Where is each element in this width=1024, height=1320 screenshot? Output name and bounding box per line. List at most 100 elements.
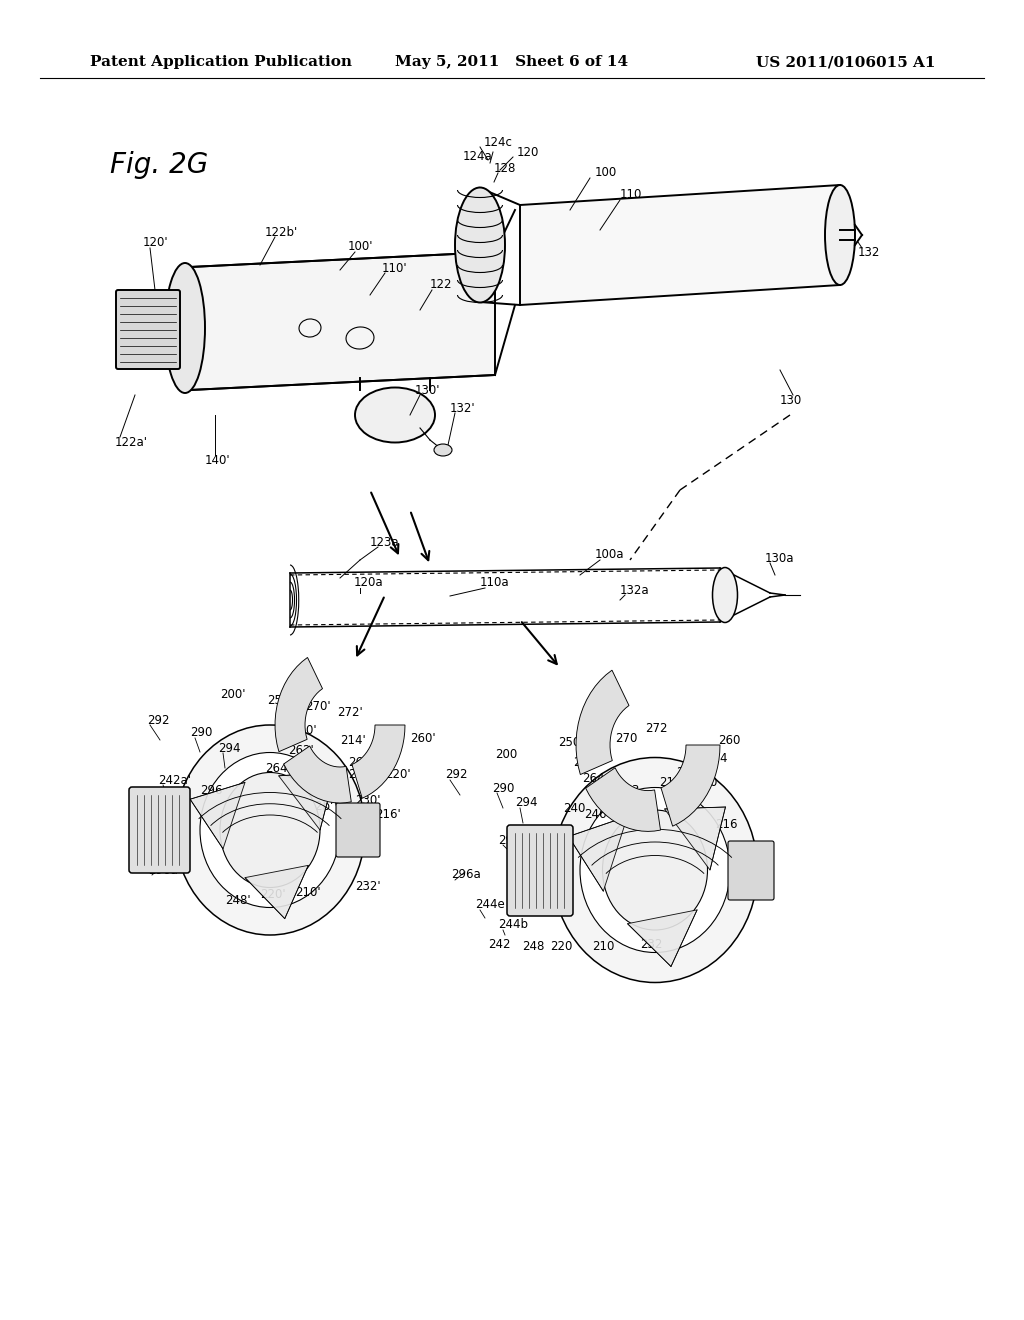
Text: 292: 292 — [445, 768, 468, 781]
Text: 262: 262 — [573, 755, 596, 768]
Ellipse shape — [455, 187, 505, 302]
Text: 264: 264 — [582, 771, 604, 784]
Text: 244e: 244e — [475, 899, 505, 912]
Text: 296a: 296a — [451, 869, 480, 882]
Text: 220': 220' — [260, 888, 286, 902]
Text: 132a: 132a — [620, 583, 649, 597]
Text: 232': 232' — [355, 880, 381, 894]
Ellipse shape — [434, 444, 452, 455]
Text: Patent Application Publication: Patent Application Publication — [90, 55, 352, 69]
Polygon shape — [628, 909, 697, 966]
Text: 132': 132' — [450, 401, 475, 414]
Text: 296a: 296a — [148, 863, 178, 876]
Text: 214': 214' — [340, 734, 366, 747]
Text: 213: 213 — [617, 784, 639, 796]
Ellipse shape — [553, 758, 758, 982]
Ellipse shape — [220, 772, 319, 887]
Text: 292: 292 — [147, 714, 170, 726]
Text: 100': 100' — [348, 240, 374, 253]
Text: 120': 120' — [143, 236, 169, 249]
Text: 290: 290 — [492, 781, 514, 795]
Polygon shape — [662, 744, 720, 826]
Text: May 5, 2011   Sheet 6 of 14: May 5, 2011 Sheet 6 of 14 — [395, 55, 629, 69]
Polygon shape — [665, 807, 725, 870]
Text: 244b: 244b — [498, 919, 528, 932]
Text: 242a': 242a' — [158, 774, 191, 787]
Text: 242b': 242b' — [300, 800, 333, 813]
Text: 270: 270 — [615, 731, 637, 744]
Text: 264': 264' — [265, 762, 291, 775]
Text: 210: 210 — [592, 940, 614, 953]
Polygon shape — [577, 671, 629, 775]
Text: 110a: 110a — [480, 577, 510, 590]
FancyBboxPatch shape — [507, 825, 573, 916]
Text: 140': 140' — [205, 454, 230, 466]
Text: 260': 260' — [410, 731, 435, 744]
Text: 272: 272 — [645, 722, 668, 734]
Text: 220: 220 — [695, 776, 718, 789]
Ellipse shape — [602, 810, 708, 931]
Text: 270': 270' — [305, 700, 331, 713]
Text: 246: 246 — [584, 808, 606, 821]
Ellipse shape — [713, 568, 737, 623]
Text: 122b': 122b' — [265, 226, 298, 239]
Text: 260: 260 — [575, 742, 597, 755]
Text: 240: 240 — [563, 801, 586, 814]
Ellipse shape — [580, 788, 730, 953]
Text: 100: 100 — [595, 166, 617, 180]
Text: 264: 264 — [676, 767, 698, 780]
Ellipse shape — [200, 752, 340, 908]
Polygon shape — [190, 783, 245, 849]
Ellipse shape — [825, 185, 855, 285]
Text: 250: 250 — [558, 737, 581, 750]
FancyBboxPatch shape — [129, 787, 190, 873]
Ellipse shape — [165, 263, 205, 393]
Text: 132: 132 — [858, 247, 881, 260]
Ellipse shape — [175, 725, 365, 935]
Text: 110': 110' — [382, 261, 408, 275]
Text: 260': 260' — [291, 723, 316, 737]
Text: 216': 216' — [375, 808, 400, 821]
Text: 124c: 124c — [484, 136, 513, 149]
Text: 216: 216 — [715, 818, 737, 832]
Polygon shape — [520, 185, 840, 305]
FancyBboxPatch shape — [116, 290, 180, 370]
Polygon shape — [275, 657, 323, 751]
Ellipse shape — [355, 388, 435, 442]
Text: 120a: 120a — [354, 577, 384, 590]
Text: 212': 212' — [348, 768, 374, 781]
Text: Fig. 2G: Fig. 2G — [110, 150, 208, 180]
Text: 120: 120 — [517, 147, 540, 160]
Text: 296: 296 — [498, 833, 520, 846]
Text: 262': 262' — [288, 743, 313, 756]
Text: 260: 260 — [718, 734, 740, 747]
Text: 250': 250' — [267, 693, 293, 706]
Polygon shape — [245, 866, 308, 919]
Polygon shape — [586, 768, 660, 832]
Text: 230: 230 — [665, 801, 687, 814]
Text: 220': 220' — [385, 768, 411, 781]
Text: 230': 230' — [355, 793, 381, 807]
Text: US 2011/0106015 A1: US 2011/0106015 A1 — [756, 55, 935, 69]
Polygon shape — [568, 816, 628, 891]
Text: 264': 264' — [348, 756, 374, 770]
Text: 272': 272' — [337, 706, 362, 719]
Text: 110: 110 — [620, 189, 642, 202]
FancyBboxPatch shape — [336, 803, 380, 857]
Text: 232: 232 — [640, 939, 663, 952]
Text: 242: 242 — [488, 939, 511, 952]
Polygon shape — [352, 725, 406, 799]
Text: 294: 294 — [515, 796, 538, 809]
Text: 100a: 100a — [595, 549, 625, 561]
Text: 123a: 123a — [370, 536, 399, 549]
Text: 130: 130 — [780, 393, 802, 407]
Text: 200: 200 — [495, 748, 517, 762]
Text: 130a: 130a — [765, 552, 795, 565]
Text: 212: 212 — [659, 776, 682, 789]
FancyBboxPatch shape — [728, 841, 774, 900]
Text: 124a: 124a — [463, 150, 493, 164]
Text: 130': 130' — [415, 384, 440, 396]
Text: 296: 296 — [200, 784, 222, 796]
Text: 122: 122 — [430, 279, 453, 292]
Text: 294: 294 — [218, 742, 241, 755]
